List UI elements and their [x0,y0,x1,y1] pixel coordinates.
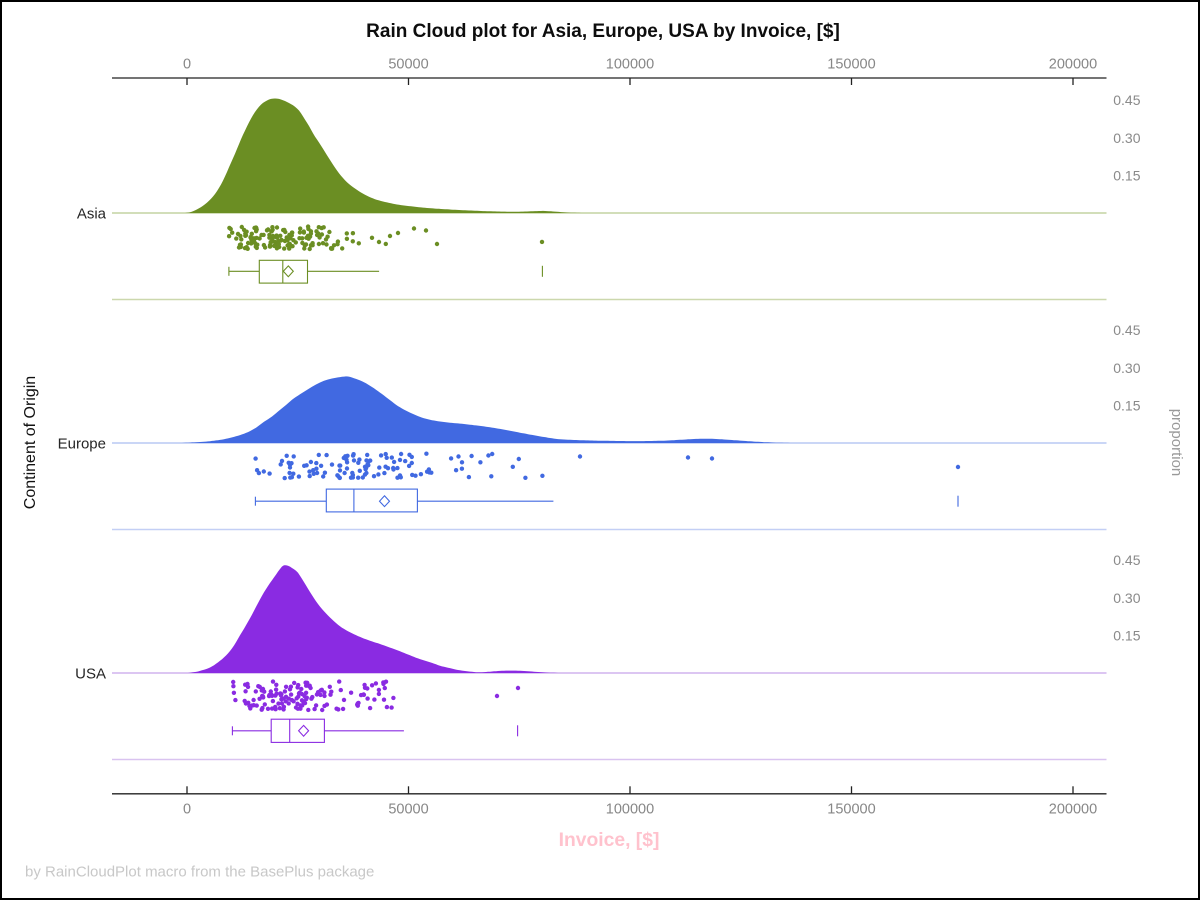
svg-text:0.30: 0.30 [1113,130,1140,146]
svg-text:proportion: proportion [1168,409,1185,477]
svg-text:Invoice, [$]: Invoice, [$] [559,830,660,851]
svg-text:Europe: Europe [58,436,106,453]
svg-text:0.45: 0.45 [1113,552,1140,568]
svg-text:0: 0 [183,57,191,73]
svg-text:50000: 50000 [388,57,428,73]
svg-text:Continent of Origin: Continent of Origin [22,376,39,509]
svg-text:50000: 50000 [388,802,428,818]
svg-text:0.15: 0.15 [1113,397,1140,413]
svg-text:200000: 200000 [1049,802,1097,818]
svg-text:Asia: Asia [77,206,107,223]
svg-text:0.45: 0.45 [1113,322,1140,338]
svg-text:0.15: 0.15 [1113,627,1140,643]
svg-text:150000: 150000 [827,57,875,73]
svg-text:150000: 150000 [827,802,875,818]
svg-text:0.30: 0.30 [1113,590,1140,606]
svg-text:USA: USA [75,666,106,683]
svg-text:by RainCloudPlot macro from th: by RainCloudPlot macro from the BasePlus… [25,864,374,881]
svg-text:0.30: 0.30 [1113,360,1140,376]
svg-text:100000: 100000 [606,57,654,73]
svg-text:100000: 100000 [606,802,654,818]
svg-text:0.45: 0.45 [1113,92,1140,108]
svg-text:200000: 200000 [1049,57,1097,73]
svg-text:0: 0 [183,802,191,818]
svg-text:Rain Cloud plot for Asia, Euro: Rain Cloud plot for Asia, Europe, USA by… [366,21,840,42]
svg-text:0.15: 0.15 [1113,167,1140,183]
